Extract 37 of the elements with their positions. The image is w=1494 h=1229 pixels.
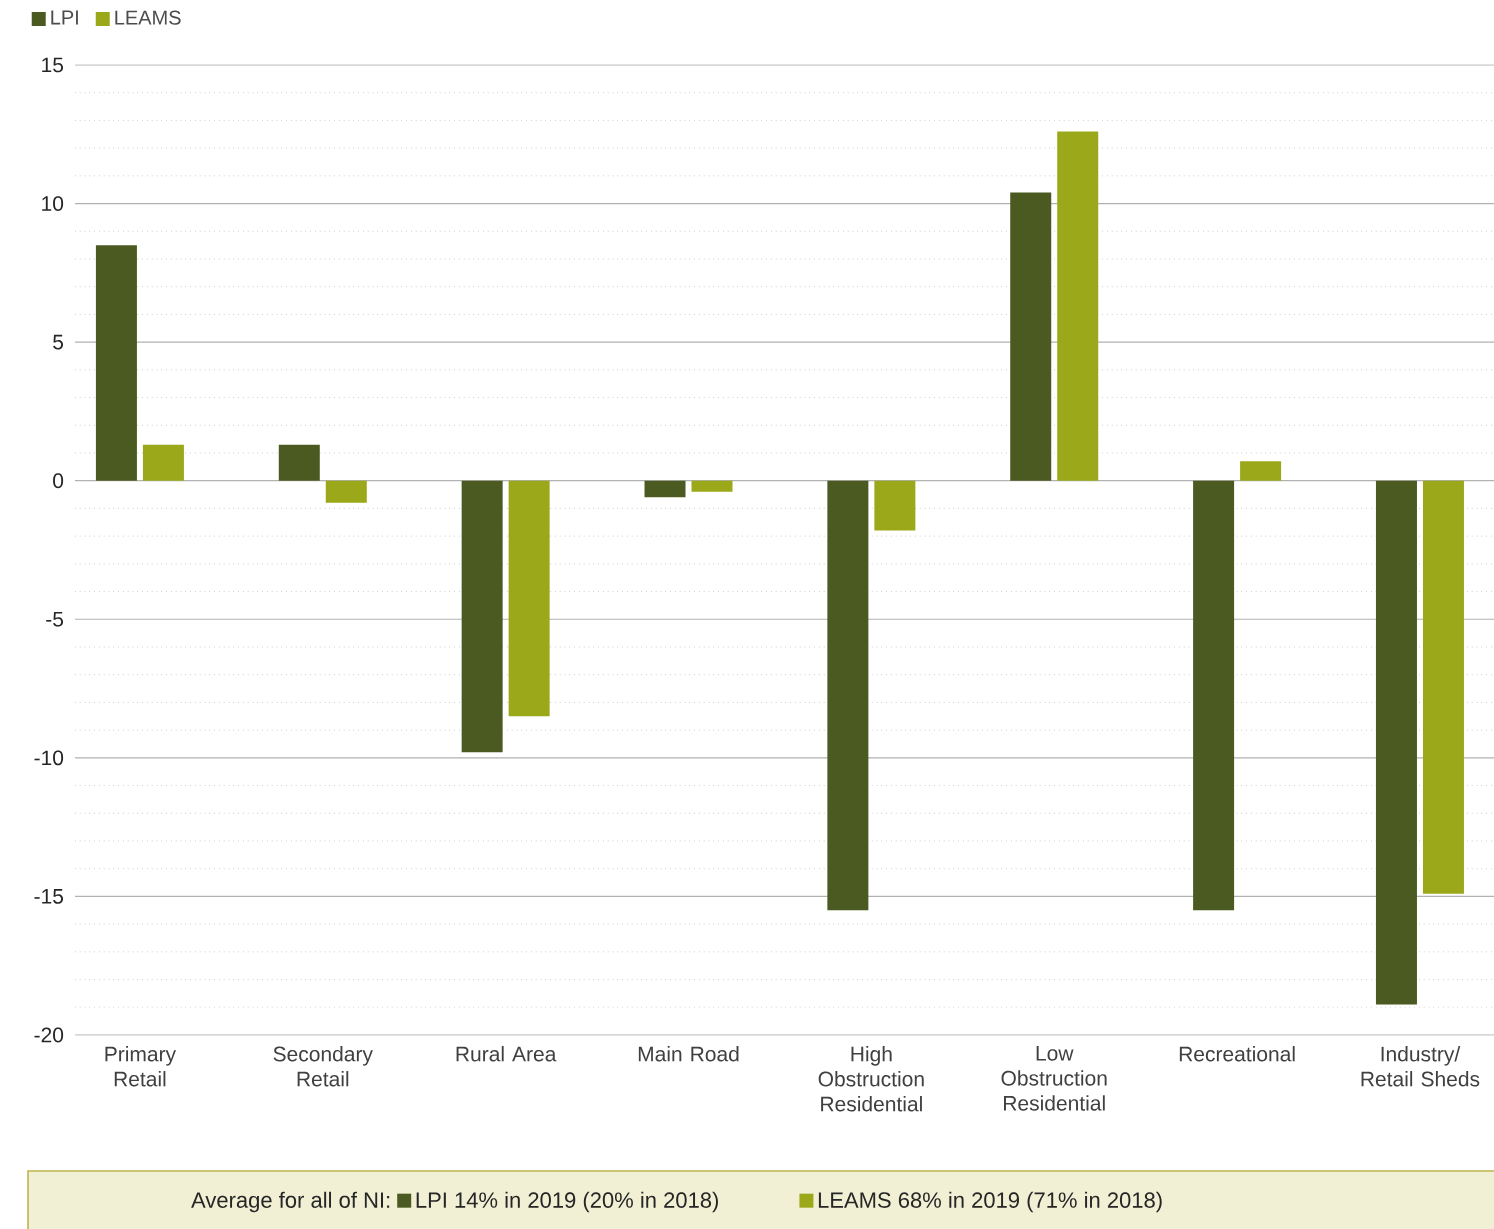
x-tick-label: Low Obstruction Residential bbox=[1001, 1046, 1107, 1111]
text: LPI 14% in 2019 (20% in 2018) bbox=[416, 1191, 718, 1213]
y-tick-label: 10 bbox=[42, 196, 64, 211]
bar bbox=[1422, 480, 1464, 894]
y-tick-label: -10 bbox=[34, 750, 64, 766]
bar bbox=[827, 480, 869, 911]
bar bbox=[278, 444, 320, 481]
bar bbox=[1010, 192, 1052, 481]
bar bbox=[95, 245, 137, 481]
x-tick-label: Primary Retail bbox=[105, 1046, 177, 1087]
x-tick-label: Main Road bbox=[638, 1046, 739, 1062]
text: Average for all of NI: bbox=[191, 1191, 390, 1213]
bar bbox=[874, 480, 916, 531]
bar bbox=[1375, 480, 1417, 1005]
y-tick-label: 5 bbox=[53, 334, 64, 350]
bar bbox=[461, 480, 503, 753]
x-tick-label: Secondary Retail bbox=[273, 1046, 373, 1087]
y-tick-label: -20 bbox=[34, 1027, 64, 1043]
bar bbox=[691, 480, 733, 492]
bar bbox=[1193, 480, 1235, 911]
bar bbox=[1057, 131, 1099, 481]
y-tick-label: 0 bbox=[53, 473, 64, 489]
x-tick-label: Industry/ Retail Sheds bbox=[1361, 1046, 1480, 1087]
x-tick-label: Rural Area bbox=[456, 1046, 557, 1062]
bar bbox=[1240, 461, 1282, 481]
bar bbox=[325, 480, 367, 503]
text: LEAMS 68% in 2019 (71% in 2018) bbox=[818, 1191, 1162, 1213]
y-tick-label: -15 bbox=[34, 889, 64, 904]
legend-label: LEAMS bbox=[115, 10, 181, 25]
y-tick-label: 15 bbox=[42, 57, 64, 73]
y-tick-label: -5 bbox=[46, 611, 64, 627]
legend-label: LPI bbox=[51, 10, 78, 25]
bar bbox=[644, 480, 686, 498]
x-tick-label: High Obstruction Residential bbox=[818, 1046, 924, 1112]
bar bbox=[508, 480, 550, 717]
bar bbox=[142, 444, 184, 481]
x-tick-label: Recreational bbox=[1179, 1046, 1295, 1062]
